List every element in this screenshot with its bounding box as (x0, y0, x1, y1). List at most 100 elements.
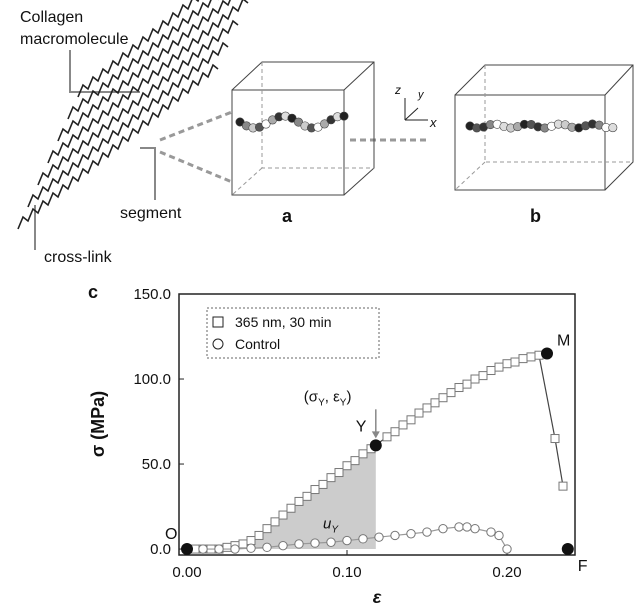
marker (318, 479, 328, 489)
y-tick-label: 150.0 (133, 286, 171, 303)
marker (358, 449, 368, 459)
marker (462, 379, 472, 389)
x-axis-label: ε (373, 587, 382, 607)
marker (198, 544, 208, 554)
marker (374, 532, 384, 542)
x-tick-label: 0.20 (492, 564, 521, 581)
cube (231, 167, 263, 196)
y-tick-label: 100.0 (133, 371, 171, 388)
fibril (77, 0, 200, 98)
text: u (323, 516, 332, 533)
label: macromolecule (20, 31, 129, 48)
axis-label: z (394, 83, 401, 97)
marker (518, 354, 528, 364)
label: Collagen (20, 9, 83, 26)
key-point (181, 543, 193, 556)
axis-icon (404, 107, 419, 121)
marker (406, 415, 416, 425)
legend-label: 365 nm, 30 min (235, 314, 332, 330)
marker (262, 524, 272, 534)
marker (558, 481, 568, 491)
cube (454, 161, 486, 191)
marker (406, 529, 416, 539)
marker (214, 544, 224, 554)
fibril (67, 0, 219, 120)
x-tick-label: 0.10 (332, 564, 361, 581)
marker (494, 530, 504, 541)
axis-label: y (417, 89, 425, 101)
panel-label: a (282, 206, 293, 226)
marker (510, 357, 520, 367)
marker (526, 352, 536, 362)
panel-label: b (530, 206, 541, 226)
marker (422, 527, 432, 537)
marker (222, 542, 232, 552)
bead (261, 119, 271, 129)
marker (246, 543, 256, 553)
text: ) (346, 388, 351, 405)
text: Y (331, 525, 339, 536)
marker (238, 539, 248, 549)
marker (502, 359, 512, 369)
bead (339, 111, 349, 121)
key-point (561, 543, 574, 556)
zoom-line (159, 110, 233, 142)
marker (294, 539, 304, 549)
cube (484, 65, 633, 163)
marker (462, 522, 472, 532)
point-label: F (578, 558, 588, 575)
marker (486, 366, 496, 376)
series (198, 522, 512, 554)
bead (319, 119, 329, 129)
legend-box (206, 307, 380, 359)
point-label: O (165, 526, 177, 543)
key-point (369, 439, 382, 452)
marker (454, 522, 464, 532)
marker (398, 420, 408, 430)
point-label: M (557, 333, 570, 350)
marker (446, 388, 456, 398)
fibril (17, 63, 219, 230)
marker (550, 434, 560, 444)
legend-marker (212, 338, 224, 350)
marker (494, 362, 504, 372)
plot-frame (178, 293, 576, 556)
marker (286, 503, 296, 513)
series (190, 350, 568, 554)
marker (350, 456, 360, 466)
marker (230, 544, 240, 554)
marker (342, 461, 352, 471)
text: , ε (325, 388, 340, 405)
marker (414, 408, 424, 418)
key-point (541, 347, 553, 360)
marker (294, 496, 304, 506)
marker (270, 517, 280, 527)
marker (478, 371, 488, 381)
fibril (47, 0, 249, 164)
marker (326, 473, 336, 483)
area-label: uY (323, 516, 339, 536)
marker (438, 393, 448, 403)
marker (302, 491, 312, 501)
marker (390, 530, 400, 541)
annotation: (σY, εY) (304, 388, 352, 408)
arrow-head (371, 431, 380, 439)
area (195, 445, 376, 550)
legend-marker (212, 316, 224, 328)
bead (287, 113, 297, 123)
marker (502, 544, 512, 554)
cube (454, 94, 606, 191)
marker (254, 530, 264, 540)
y-tick-label: 0.0 (150, 541, 171, 558)
marker (470, 523, 480, 534)
marker (278, 540, 288, 551)
marker (438, 523, 448, 534)
fibril (37, 19, 239, 186)
marker (454, 383, 464, 393)
callout (140, 147, 156, 200)
point-label: Y (356, 418, 367, 435)
marker (334, 468, 344, 478)
legend-label: Control (235, 336, 280, 352)
axis-label: x (429, 115, 437, 130)
marker (278, 510, 288, 520)
